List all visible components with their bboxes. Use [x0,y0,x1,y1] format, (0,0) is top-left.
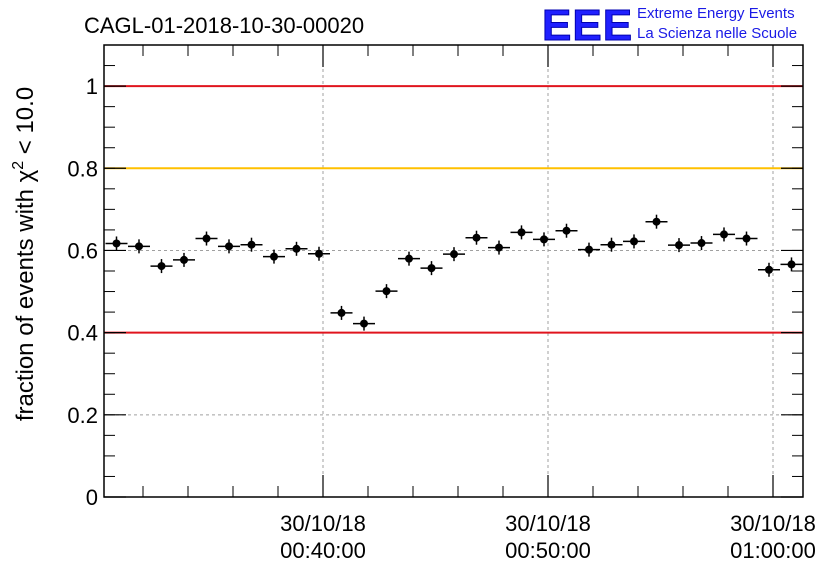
data-point [713,227,735,242]
y-tick-label: 0.6 [67,238,98,263]
data-point [465,230,488,245]
data-point [285,241,308,256]
y-tick-label: 1 [86,74,98,99]
data-point [510,225,533,240]
x-tick-time: 00:50:00 [505,538,591,563]
y-axis-label: fraction of events with χ2 < 10.0 [10,87,39,421]
eee-logo-line1: Extreme Energy Events [637,5,795,22]
point-marker [517,228,526,237]
point-marker [720,230,728,239]
point-marker [652,217,661,226]
data-point [623,234,645,249]
point-marker [292,244,301,253]
y-tick-label: 0.8 [67,156,98,181]
point-marker [495,243,503,252]
data-point [218,239,240,254]
point-marker [675,241,683,250]
data-point [330,305,353,320]
point-marker [697,239,706,248]
x-tick-labels: 30/10/1800:40:0030/10/1800:50:0030/10/18… [280,511,816,563]
data-point [240,237,263,252]
point-marker [427,264,436,273]
point-marker [585,245,593,254]
data-point [105,236,128,251]
chart-title: CAGL-01-2018-10-30-00020 [84,13,364,38]
data-point [668,238,690,253]
data-point [690,236,713,251]
x-tick-time: 01:00:00 [730,538,816,563]
y-tick-label: 0.4 [67,321,98,346]
data-point [735,231,758,246]
eee-logo-line2: La Scienza nelle Scuole [637,25,797,42]
x-tick-date: 30/10/18 [505,511,591,536]
data-point [263,249,285,264]
point-marker [270,252,278,261]
data-point [443,247,465,262]
point-marker [742,234,751,243]
data-point [420,261,443,276]
data-point [128,239,150,254]
point-marker [787,260,796,269]
point-marker [405,254,413,263]
data-point [488,240,510,255]
axis-ticks [104,44,803,498]
data-point [353,316,375,331]
data-point [645,214,668,229]
x-tick-date: 30/10/18 [730,511,816,536]
point-marker [225,242,233,251]
data-point [555,223,578,238]
grid-lines [104,45,803,498]
y-tick-label: 0 [86,485,98,510]
x-tick-date: 30/10/18 [280,511,366,536]
plot-frame [103,44,804,498]
y-tick-label: 0.2 [67,403,98,428]
x-tick-time: 00:40:00 [280,538,366,563]
eee-logo: EEE Extreme Energy Events La Scienza nel… [542,1,798,51]
reference-lines [104,85,803,334]
data-point [308,246,330,261]
point-marker [180,255,188,264]
point-marker [382,287,391,296]
point-marker [202,234,211,243]
point-marker [450,250,458,259]
point-marker [112,239,121,248]
point-marker [630,237,638,246]
data-points [105,214,803,331]
data-point [600,237,623,252]
point-marker [765,265,773,274]
data-point [758,262,780,277]
point-marker [247,240,256,249]
data-point [375,284,398,299]
data-point [780,257,803,272]
eee-logo-mark: EEE [542,1,633,50]
data-point [173,252,195,267]
point-marker [135,242,143,251]
point-marker [360,319,368,328]
data-point [398,251,420,266]
data-point [150,259,173,274]
point-marker [607,240,616,249]
point-marker [315,249,323,258]
data-point [533,232,555,247]
point-marker [562,226,571,235]
point-marker [157,262,166,271]
point-marker [337,308,346,317]
y-tick-labels: 0 0.2 0.4 0.6 0.8 1 [67,74,98,510]
data-point [195,231,218,246]
data-point [578,242,600,257]
point-marker [540,235,548,244]
point-marker [472,233,481,242]
